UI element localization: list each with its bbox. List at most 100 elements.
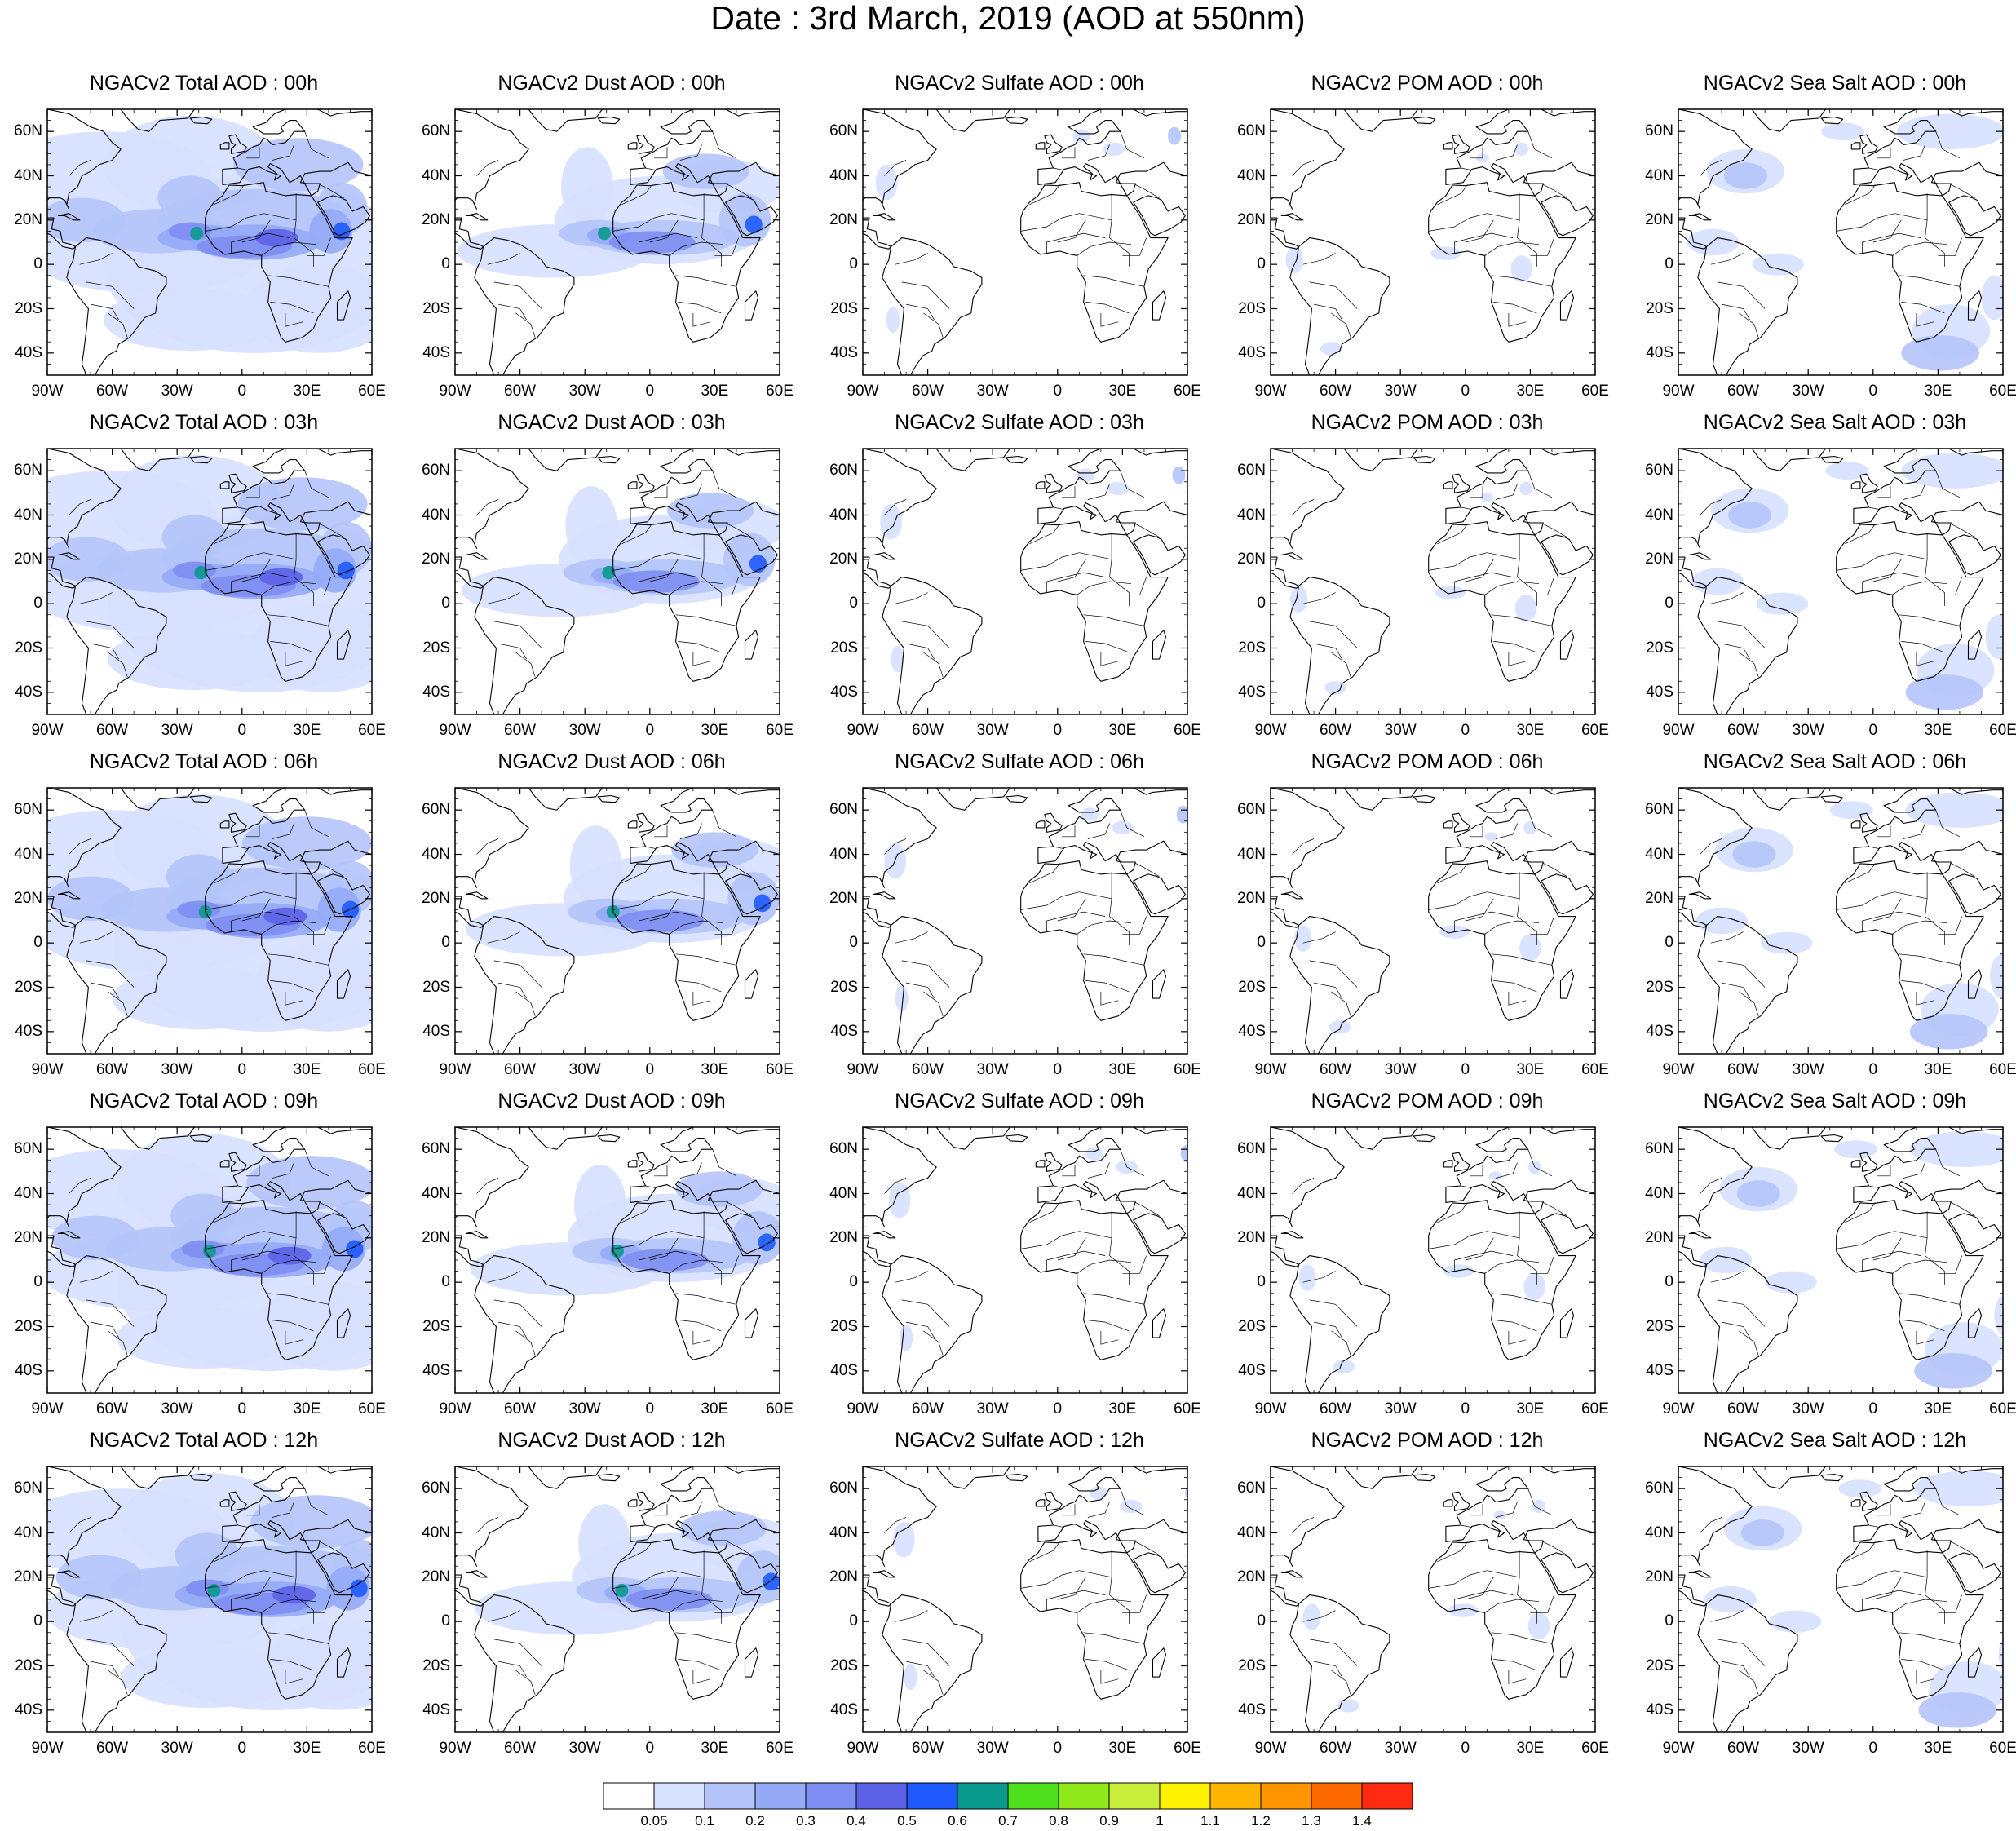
country-border [1894,1211,1928,1239]
country-border [1925,559,1945,606]
colorbar-label: 0.8 [1049,1813,1068,1829]
country-border [1302,592,1336,604]
country-border [675,953,736,966]
lon-label: 90W [847,1061,879,1078]
country-border [1484,1599,1540,1613]
lat-label: 60N [1645,1140,1673,1158]
country-border [487,253,520,265]
country-border [1543,184,1567,199]
country-border [654,1165,668,1177]
lat-label: 0 [1257,1612,1266,1630]
coastline-northAmerica [863,449,937,549]
country-border [679,823,702,839]
coastline-arabia [1948,534,2001,576]
coastline-iceland [597,116,621,125]
lat-label: 40S [830,1701,858,1718]
country-border [1527,131,1553,159]
lat-label: 20S [830,978,858,996]
lon-label: 30E [293,1740,321,1757]
country-border [701,219,722,267]
coastline-ireland [1035,1499,1046,1507]
colorbar-label: 1.2 [1251,1813,1271,1829]
country-border [923,991,944,1016]
country-border [1062,1504,1076,1516]
lat-label: 20S [422,1656,450,1674]
aerosol-field [1519,481,1533,496]
coastline-cuba [1280,213,1304,221]
map-panel-pom-03h: NGACv2 POM AOD : 03h 60N 40N 20N 0 20S 40S 90W 6… [1223,411,1631,745]
coastline-northAmerica [47,449,122,549]
lon-label: 90W [1662,1740,1695,1757]
map-panel-pom-12h: NGACv2 POM AOD : 12h 60N 40N 20N 0 20S 40S 90W 6… [1223,1429,1631,1763]
lon-label: 60W [912,722,944,739]
coastline-arabia [725,195,778,237]
country-border [906,982,935,999]
country-border [1085,980,1130,993]
country-border [1428,891,1488,910]
country-border [476,838,499,855]
country-border [1109,559,1130,606]
panel-title: NGACv2 Dust AOD : 03h [497,411,726,434]
lat-label: 20N [1645,550,1673,568]
coastline-ireland [1443,1160,1453,1168]
country-border [1700,838,1722,855]
lon-label: 30W [976,1740,1009,1757]
lon-label: 90W [1254,383,1287,400]
lon-label: 60W [912,1061,944,1078]
country-border [884,1517,907,1533]
country-border [1899,1632,1960,1644]
country-border [1120,131,1145,159]
country-border [1845,1202,1876,1223]
aerosol-field [1834,1140,1878,1159]
country-border [1700,1517,1722,1533]
coastline-ireland [219,142,230,150]
lat-label: 20S [15,1656,42,1674]
panel-title: NGACv2 Total AOD : 09h [89,1090,319,1112]
coastline-madagascar [336,1647,351,1678]
coastline-northAmerica [455,449,529,549]
lon-label: 90W [1254,1740,1287,1757]
country-border [1491,614,1552,626]
aerosol-field [1081,807,1099,821]
country-border [246,147,260,159]
coastline-europe [1853,1127,2003,1214]
colorbar-swatch [1108,1782,1161,1810]
country-border [1109,898,1130,945]
lat-label: 0 [33,255,42,273]
lat-label: 40S [830,343,858,361]
aerosol-field [875,165,898,201]
lat-label: 20S [15,639,42,657]
lat-label: 60N [1645,801,1673,819]
aerosol-field [754,894,771,913]
coastline-europe [222,109,372,197]
country-border [79,592,113,604]
coastline-britain [636,1491,655,1511]
country-border [1079,1550,1112,1578]
coastline-ireland [219,1160,230,1168]
lat-label: 0 [33,934,42,952]
coastline-africa [612,860,761,1021]
lon-label: 90W [1254,1400,1287,1417]
coastline-southAmerica [882,1594,983,1732]
country-border [1935,1149,1961,1177]
country-border [1935,1488,1961,1516]
lat-label: 40N [14,506,42,524]
country-border [1903,484,1925,500]
coastline-arabia [317,873,370,915]
coastline-arabia [725,1213,778,1254]
country-border [1700,1178,1722,1194]
country-border [654,825,668,838]
country-border [1722,303,1750,321]
country-border [1916,1330,1934,1345]
lon-label: 60W [1727,1740,1760,1757]
panel-title: NGACv2 Sea Salt AOD : 09h [1703,1090,1967,1112]
aerosol-field [598,226,612,241]
country-border [1901,302,1945,314]
country-border [1916,991,1934,1006]
colorbar-label: 0.6 [948,1813,967,1829]
colorbar-swatch [1007,1782,1059,1810]
lat-label: 0 [441,255,450,273]
aerosol-field [1484,832,1498,842]
country-border [679,144,702,161]
coastline-cuba [1688,213,1712,221]
